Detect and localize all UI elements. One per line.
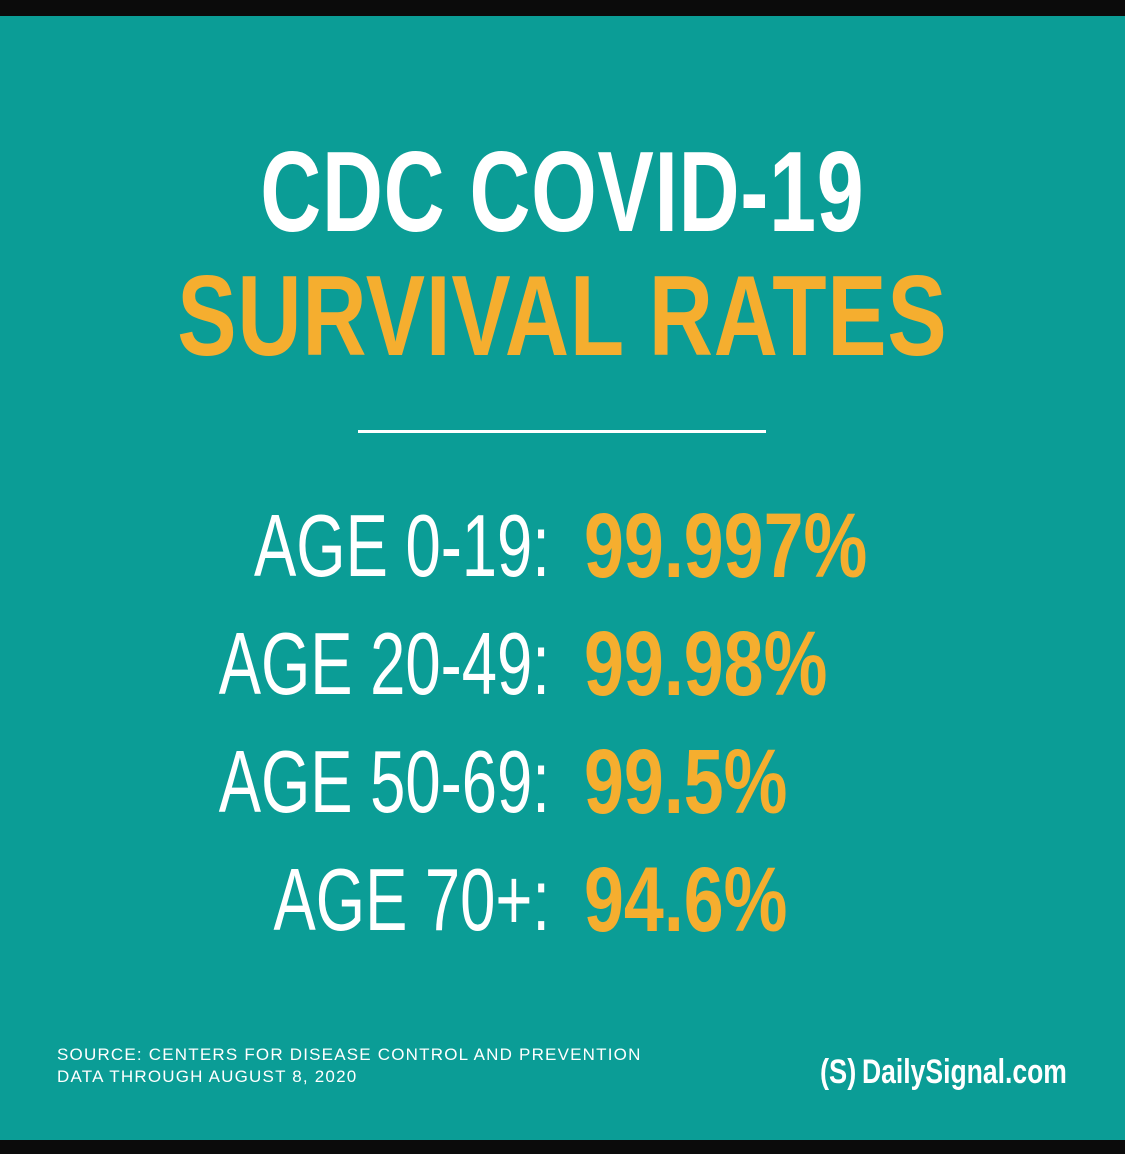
rate-row-label: AGE 70+:	[273, 850, 550, 949]
daily-signal-logo-icon: (S)	[820, 1053, 857, 1091]
infographic-card: CDC COVID-19 SURVIVAL RATES AGE 0-19: 99…	[0, 16, 1125, 1140]
rate-row-label: AGE 50-69:	[218, 732, 550, 831]
rate-row-age-70-plus: AGE 70+: 94.6%	[0, 840, 1125, 960]
rate-row-age-0-19: AGE 0-19: 99.997%	[0, 486, 1125, 606]
rate-row-label: AGE 0-19:	[254, 496, 550, 595]
rate-row-value: 99.997%	[584, 495, 868, 597]
source-note: SOURCE: CENTERS FOR DISEASE CONTROL AND …	[57, 1044, 642, 1088]
top-frame-border	[0, 0, 1125, 16]
rate-row-value: 94.6%	[584, 849, 788, 951]
source-line: SOURCE: CENTERS FOR DISEASE CONTROL AND …	[57, 1045, 642, 1064]
brand-name: DailySignal.com	[862, 1053, 1067, 1091]
bottom-frame-border	[0, 1140, 1125, 1154]
title-line-2: SURVIVAL RATES	[177, 253, 948, 380]
brand-logo: (S) DailySignal.com	[820, 1050, 1125, 1094]
rate-row-label: AGE 20-49:	[218, 614, 550, 713]
data-date-line: DATA THROUGH AUGUST 8, 2020	[57, 1067, 358, 1086]
rate-row-age-50-69: AGE 50-69: 99.5%	[0, 722, 1125, 842]
title-divider	[358, 430, 766, 433]
title-line-1: CDC COVID-19	[260, 129, 865, 256]
rate-row-value: 99.5%	[584, 731, 788, 833]
rate-row-age-20-49: AGE 20-49: 99.98%	[0, 604, 1125, 724]
rate-row-value: 99.98%	[584, 613, 828, 715]
